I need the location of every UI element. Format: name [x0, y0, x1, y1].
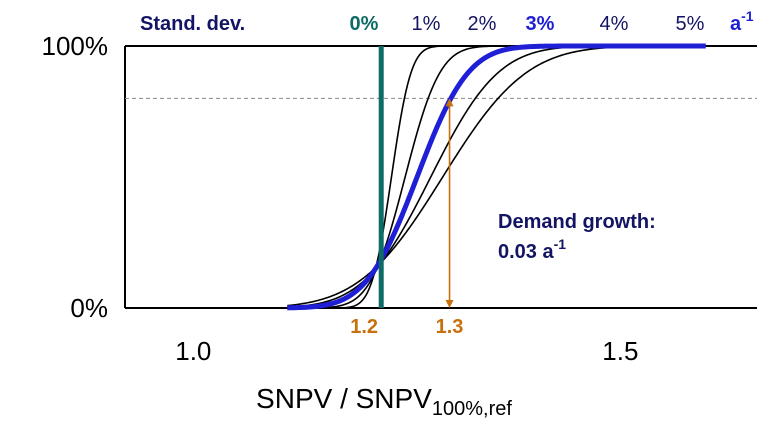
x-tick-label-1-0: 1.0 [175, 336, 211, 366]
annotation-line-2-superscript: -1 [554, 236, 567, 252]
legend-label-5-percent: 5% [676, 13, 705, 35]
marker-arrowhead-bottom [445, 300, 454, 308]
marker-arrowhead-top [445, 98, 454, 107]
y-tick-label-0: 0% [70, 293, 108, 323]
legend-labels: 0% 1% 2% 3% 4% 5% [350, 13, 705, 35]
annotation-line-2: 0.03 a-1 [498, 236, 566, 263]
annotation-line-2-main: 0.03 a [498, 241, 554, 263]
legend-unit-superscript: -1 [741, 8, 754, 24]
marker-label-1-3: 1.3 [436, 316, 464, 338]
series-lines [286, 43, 707, 311]
legend-title: Stand. dev. [140, 13, 245, 35]
legend-label-1-percent: 1% [412, 13, 441, 35]
series-line-2-percent [287, 45, 706, 309]
series-line-3-percent [286, 43, 707, 311]
y-tick-label-100: 100% [42, 31, 109, 61]
annotation-line-1: Demand growth: [498, 211, 656, 233]
series-line-1-percent [287, 45, 706, 309]
x-axis-label-main: SNPV / SNPV [256, 383, 432, 414]
x-tick-label-1-5: 1.5 [602, 336, 638, 366]
x-axis-label: SNPV / SNPV100%,ref [256, 383, 512, 420]
series-line-5-percent [287, 45, 706, 307]
series-line-4-percent [287, 45, 706, 308]
legend-label-0-percent: 0% [350, 13, 379, 35]
legend-label-3-percent: 3% [526, 13, 555, 35]
legend-label-2-percent: 2% [468, 13, 497, 35]
legend-unit: a-1 [730, 8, 754, 35]
x-axis-label-subscript: 100%,ref [432, 398, 512, 420]
legend-label-4-percent: 4% [600, 13, 629, 35]
legend-unit-main: a [730, 13, 742, 35]
marker-label-1-2: 1.2 [350, 316, 378, 338]
